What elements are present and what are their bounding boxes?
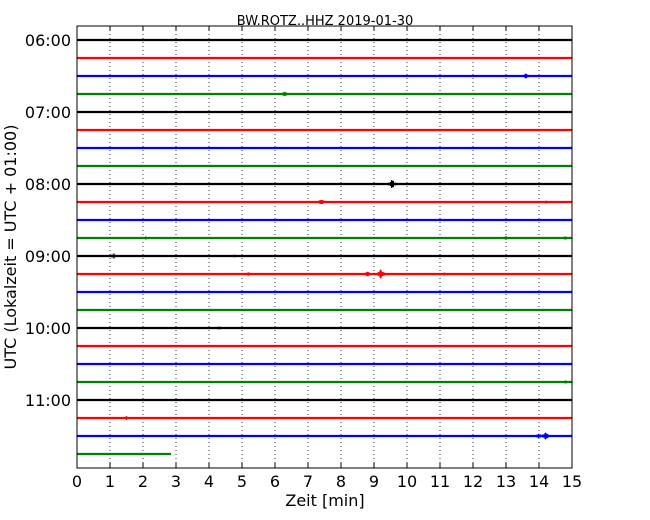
trace-0915 bbox=[76, 269, 573, 279]
seismic-event bbox=[239, 272, 258, 276]
trace-0930 bbox=[76, 290, 573, 294]
y-tick-label: 06:00 bbox=[25, 31, 71, 50]
trace-1045 bbox=[76, 380, 575, 384]
seismic-event bbox=[371, 269, 390, 279]
x-tick-label: 0 bbox=[72, 472, 82, 491]
seismic-event bbox=[104, 253, 123, 259]
trace-0615 bbox=[76, 56, 573, 60]
x-tick-label: 3 bbox=[171, 472, 181, 491]
seismic-event bbox=[209, 326, 228, 330]
x-tick-label: 4 bbox=[204, 472, 214, 491]
seismic-event bbox=[383, 180, 402, 188]
trace-1130 bbox=[76, 432, 573, 440]
trace-0745 bbox=[76, 164, 573, 168]
seismic-event bbox=[497, 236, 515, 240]
seismic-event bbox=[312, 199, 331, 205]
x-tick-label: 15 bbox=[562, 472, 582, 491]
trace-0730 bbox=[76, 146, 573, 150]
trace-0845 bbox=[76, 236, 575, 240]
x-tick-label: 9 bbox=[369, 472, 379, 491]
seismic-event bbox=[275, 91, 294, 97]
x-tick-label: 14 bbox=[529, 472, 549, 491]
x-tick-label: 7 bbox=[303, 472, 313, 491]
trace-1030 bbox=[76, 362, 573, 366]
x-tick-label: 8 bbox=[336, 472, 346, 491]
vertical-grid bbox=[109, 26, 540, 468]
trace-0630 bbox=[76, 73, 573, 79]
trace-0600 bbox=[76, 38, 573, 42]
trace-0715 bbox=[76, 128, 573, 132]
y-tick-label: 07:00 bbox=[25, 103, 71, 122]
seismic-event bbox=[117, 416, 136, 420]
y-tick-label: 09:00 bbox=[25, 247, 71, 266]
trace-0800 bbox=[76, 180, 573, 188]
seismic-event bbox=[536, 200, 555, 204]
x-tick-label: 13 bbox=[496, 472, 516, 491]
seismic-event bbox=[536, 432, 555, 440]
trace-1100 bbox=[76, 398, 573, 402]
axis-layer: 0 1 2 3 4 5 6 7 8 9 10 11 12 13 14 1506:0007:0008:0009:… bbox=[25, 26, 582, 491]
trace-layer bbox=[76, 38, 575, 456]
trace-1000 bbox=[76, 326, 573, 330]
y-tick-label: 11:00 bbox=[25, 391, 71, 410]
seismic-event bbox=[516, 73, 535, 79]
x-tick-label: 12 bbox=[463, 472, 483, 491]
x-tick-label: 11 bbox=[430, 472, 450, 491]
y-axis-label: UTC (Lokalzeit = UTC + 01:00) bbox=[1, 125, 20, 370]
trace-0815 bbox=[76, 199, 573, 205]
seismic-event bbox=[434, 272, 453, 276]
x-tick-label: 1 bbox=[105, 472, 115, 491]
seismic-event bbox=[137, 236, 156, 240]
trace-1145 bbox=[76, 452, 172, 456]
trace-1015 bbox=[76, 344, 573, 348]
trace-0645 bbox=[76, 91, 573, 97]
x-tick-label: 2 bbox=[138, 472, 148, 491]
trace-0830 bbox=[76, 218, 573, 222]
x-tick-label: 10 bbox=[397, 472, 417, 491]
x-tick-label: 6 bbox=[270, 472, 280, 491]
trace-0945 bbox=[76, 308, 573, 312]
trace-0700 bbox=[76, 110, 573, 114]
trace-1115 bbox=[76, 416, 573, 420]
y-tick-label: 10:00 bbox=[25, 319, 71, 338]
plot-frame bbox=[76, 25, 573, 469]
seismic-event bbox=[226, 254, 245, 258]
x-tick-label: 5 bbox=[237, 472, 247, 491]
seismic-event bbox=[556, 236, 575, 240]
chart-title: BW.ROTZ..HHZ 2019-01-30 bbox=[237, 14, 413, 29]
x-axis-label: Zeit [min] bbox=[285, 491, 364, 510]
y-tick-label: 08:00 bbox=[25, 175, 71, 194]
trace-0900 bbox=[76, 253, 573, 259]
